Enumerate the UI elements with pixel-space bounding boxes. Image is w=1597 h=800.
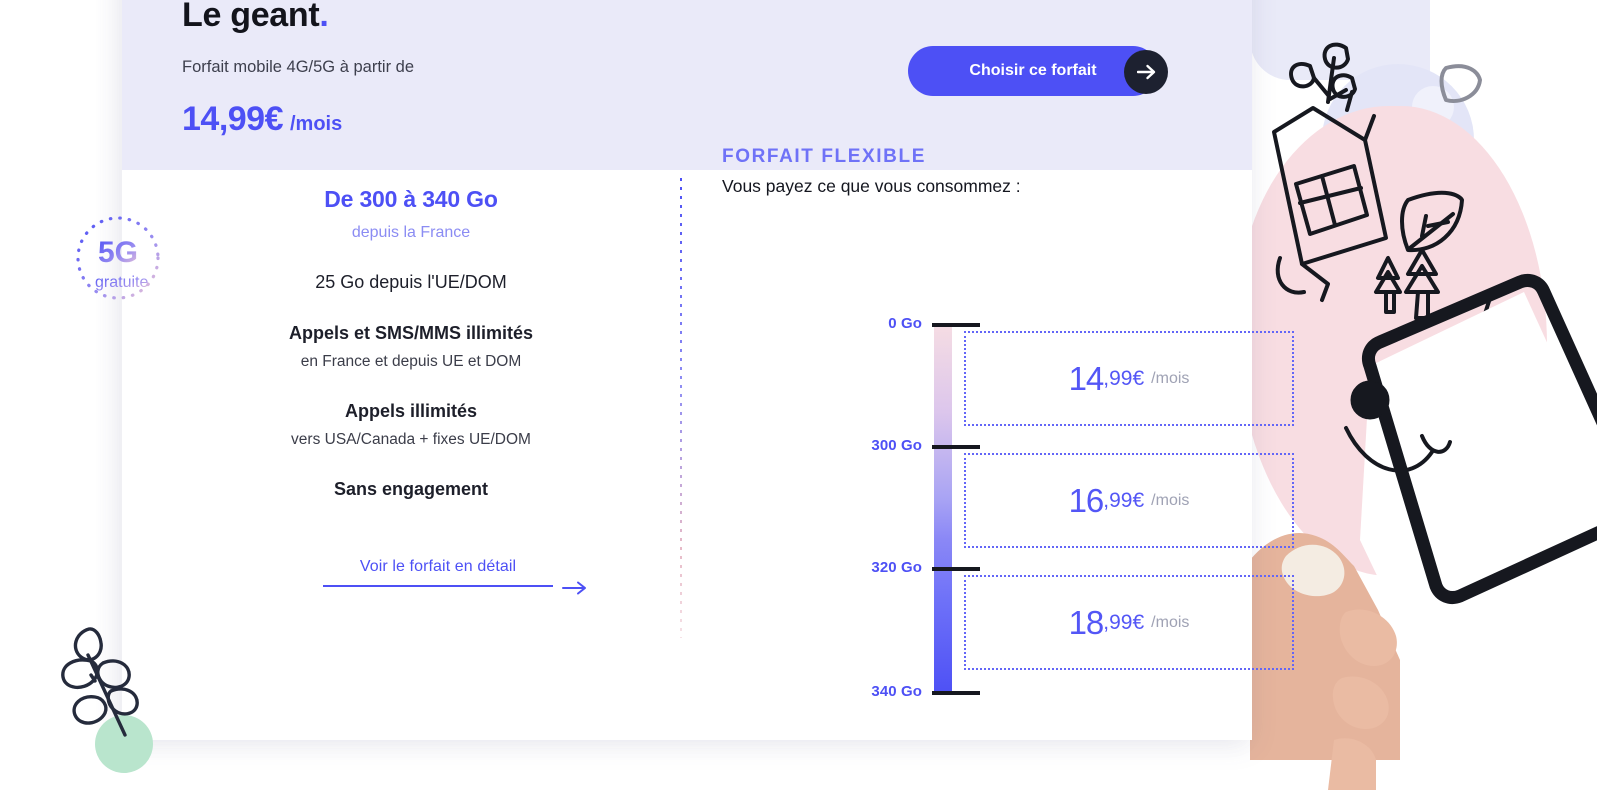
feature-row: Appels illimités vers USA/Canada + fixes…	[142, 401, 680, 449]
plant-doodle-svg	[61, 627, 139, 737]
price-tier-box: 18,99€ /mois	[964, 575, 1294, 670]
scale-tick-300	[932, 445, 980, 449]
scale-tick-320	[932, 567, 980, 571]
feature-main-text: Sans engagement	[333, 479, 489, 499]
feature-main-text: Appels et SMS/MMS illimités	[288, 323, 534, 343]
plan-title-dot: .	[319, 0, 329, 34]
feature-row: Appels et SMS/MMS illimités en France et…	[142, 323, 680, 371]
badge-gratuite-text: gratuite	[95, 274, 148, 291]
plan-card-body: De 300 à 340 Go depuis la France 25 Go d…	[122, 146, 1294, 740]
feature-note-text: vers USA/Canada + fixes UE/DOM	[291, 431, 531, 448]
plan-price: 14,99€ /mois	[182, 100, 342, 139]
arrow-right-glyph	[1136, 64, 1155, 80]
feature-note-text: en France et depuis UE et DOM	[300, 353, 522, 370]
smiley-face	[1344, 380, 1452, 473]
price-period: /mois	[1151, 613, 1190, 631]
data-allowance-headline: De 300 à 340 Go	[324, 186, 498, 212]
flexible-plan-subtitle: Vous payez ce que vous consommez :	[722, 176, 1021, 196]
price-tier-box: 14,99€ /mois	[964, 331, 1294, 426]
column-divider	[680, 178, 682, 638]
scale-tick-0	[932, 323, 980, 327]
badge-5g-text: 5G	[98, 236, 138, 269]
arrow-right-glyph	[562, 581, 586, 595]
plant-doodle	[55, 615, 165, 750]
mint-circle-shape	[95, 715, 153, 773]
features-column: De 300 à 340 Go depuis la France 25 Go d…	[142, 170, 680, 595]
plan-card: Le geant. Forfait mobile 4G/5G à partir …	[122, 0, 1294, 740]
phone-hand-illustration	[1250, 0, 1597, 800]
price-cents: ,99€	[1103, 366, 1145, 390]
page-title: Le geant.	[182, 0, 329, 35]
plan-detail-link-label: Voir le forfait en détail	[359, 558, 517, 575]
price-cents: ,99€	[1103, 610, 1145, 634]
illustration-svg	[1250, 42, 1597, 790]
feature-main-text: 25 Go depuis l'UE/DOM	[315, 272, 507, 292]
plan-title-text: Le geant	[182, 0, 320, 34]
feature-row: Sans engagement	[142, 479, 680, 500]
plan-detail-link-underline	[323, 585, 553, 587]
scale-tick-340	[932, 691, 980, 695]
price-tier-box: 16,99€ /mois	[964, 453, 1294, 548]
arrow-right-icon[interactable]	[562, 581, 588, 600]
free-5g-badge: 5G gratuite	[52, 204, 174, 316]
scale-tick-label: 0 Go	[888, 315, 922, 332]
cta-container: Choisir ce forfait	[908, 46, 1188, 102]
usage-gradient-bar	[934, 323, 952, 695]
speed-lines-icon	[55, 245, 95, 277]
arrow-right-icon[interactable]	[1124, 50, 1168, 94]
phone-shape	[1360, 273, 1597, 720]
scale-tick-label: 300 Go	[871, 437, 922, 454]
free-5g-badge-svg: 5G gratuite	[55, 216, 160, 300]
price-period: /mois	[1151, 491, 1190, 509]
plan-subtitle: Forfait mobile 4G/5G à partir de	[182, 58, 415, 76]
flexible-plan-kicker: FORFAIT FLEXIBLE	[722, 146, 926, 167]
plan-detail-link[interactable]: Voir le forfait en détail	[323, 558, 553, 587]
plan-price-amount: 14,99€	[182, 100, 284, 138]
price-integer: 16	[1068, 481, 1105, 519]
flexible-plan-column: FORFAIT FLEXIBLE Vous payez ce que vous …	[722, 146, 1294, 700]
feature-row: 25 Go depuis l'UE/DOM	[142, 272, 680, 293]
price-period: /mois	[1151, 369, 1190, 387]
plan-card-header: Le geant. Forfait mobile 4G/5G à partir …	[122, 0, 1252, 170]
price-integer: 18	[1068, 603, 1105, 641]
scale-tick-label: 340 Go	[871, 683, 922, 700]
hand-shape	[1250, 533, 1400, 790]
price-cents: ,99€	[1103, 488, 1145, 512]
choose-plan-button[interactable]: Choisir ce forfait	[908, 46, 1158, 96]
usage-price-scale: 0 Go 300 Go 320 Go 340 Go 14,99€/mois	[722, 265, 1294, 700]
data-allowance-subtext: depuis la France	[351, 224, 471, 241]
feature-main-text: Appels illimités	[344, 401, 478, 421]
scale-tick-label: 320 Go	[871, 559, 922, 576]
badge-dotted-ring	[76, 216, 160, 300]
plan-price-period: /mois	[290, 113, 343, 135]
price-integer: 14	[1068, 359, 1105, 397]
